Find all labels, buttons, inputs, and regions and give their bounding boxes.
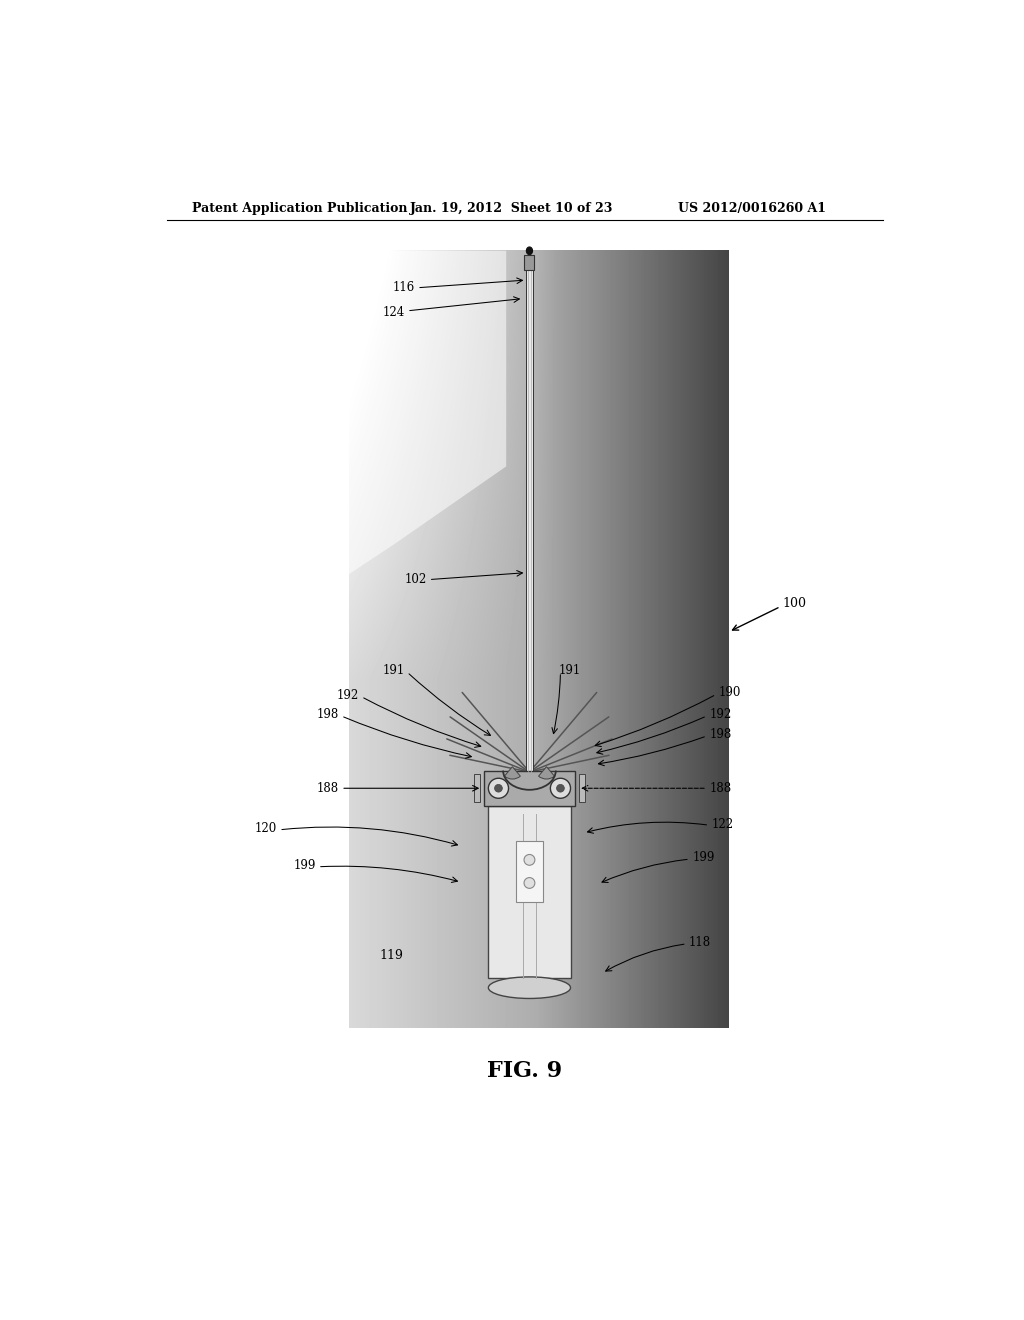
Text: 188: 188 — [710, 781, 731, 795]
Bar — [524, 255, 535, 271]
Text: 192: 192 — [337, 689, 359, 702]
Bar — [483, 771, 575, 807]
Text: US 2012/0016260 A1: US 2012/0016260 A1 — [678, 202, 826, 215]
Bar — [579, 775, 586, 803]
Ellipse shape — [488, 977, 570, 998]
Text: Patent Application Publication: Patent Application Publication — [191, 202, 408, 215]
Circle shape — [524, 878, 535, 888]
Circle shape — [488, 779, 509, 799]
Text: 188: 188 — [316, 781, 339, 795]
Bar — [515, 841, 544, 903]
Circle shape — [495, 784, 503, 792]
Polygon shape — [349, 251, 506, 574]
Text: 198: 198 — [316, 708, 339, 721]
Text: 118: 118 — [689, 936, 712, 949]
Text: 192: 192 — [710, 708, 731, 721]
Wedge shape — [539, 767, 554, 779]
Bar — [526, 271, 532, 781]
Text: 119: 119 — [380, 949, 403, 962]
Text: 199: 199 — [293, 859, 315, 871]
Bar — [474, 775, 480, 803]
Text: 191: 191 — [382, 664, 404, 677]
Text: 199: 199 — [692, 851, 715, 865]
Text: 102: 102 — [404, 573, 426, 586]
Text: 120: 120 — [255, 822, 276, 834]
Circle shape — [557, 784, 564, 792]
Text: Jan. 19, 2012  Sheet 10 of 23: Jan. 19, 2012 Sheet 10 of 23 — [410, 202, 613, 215]
Text: 122: 122 — [712, 818, 734, 832]
Circle shape — [550, 779, 570, 799]
Text: 198: 198 — [710, 727, 731, 741]
Bar — [488, 807, 570, 978]
Text: 116: 116 — [392, 281, 415, 294]
Text: FIG. 9: FIG. 9 — [487, 1060, 562, 1082]
Text: 190: 190 — [719, 686, 741, 700]
Ellipse shape — [526, 247, 532, 255]
Circle shape — [524, 854, 535, 866]
Text: 100: 100 — [783, 597, 807, 610]
Text: 124: 124 — [382, 306, 404, 319]
Text: 191: 191 — [558, 664, 581, 677]
Wedge shape — [505, 767, 520, 779]
